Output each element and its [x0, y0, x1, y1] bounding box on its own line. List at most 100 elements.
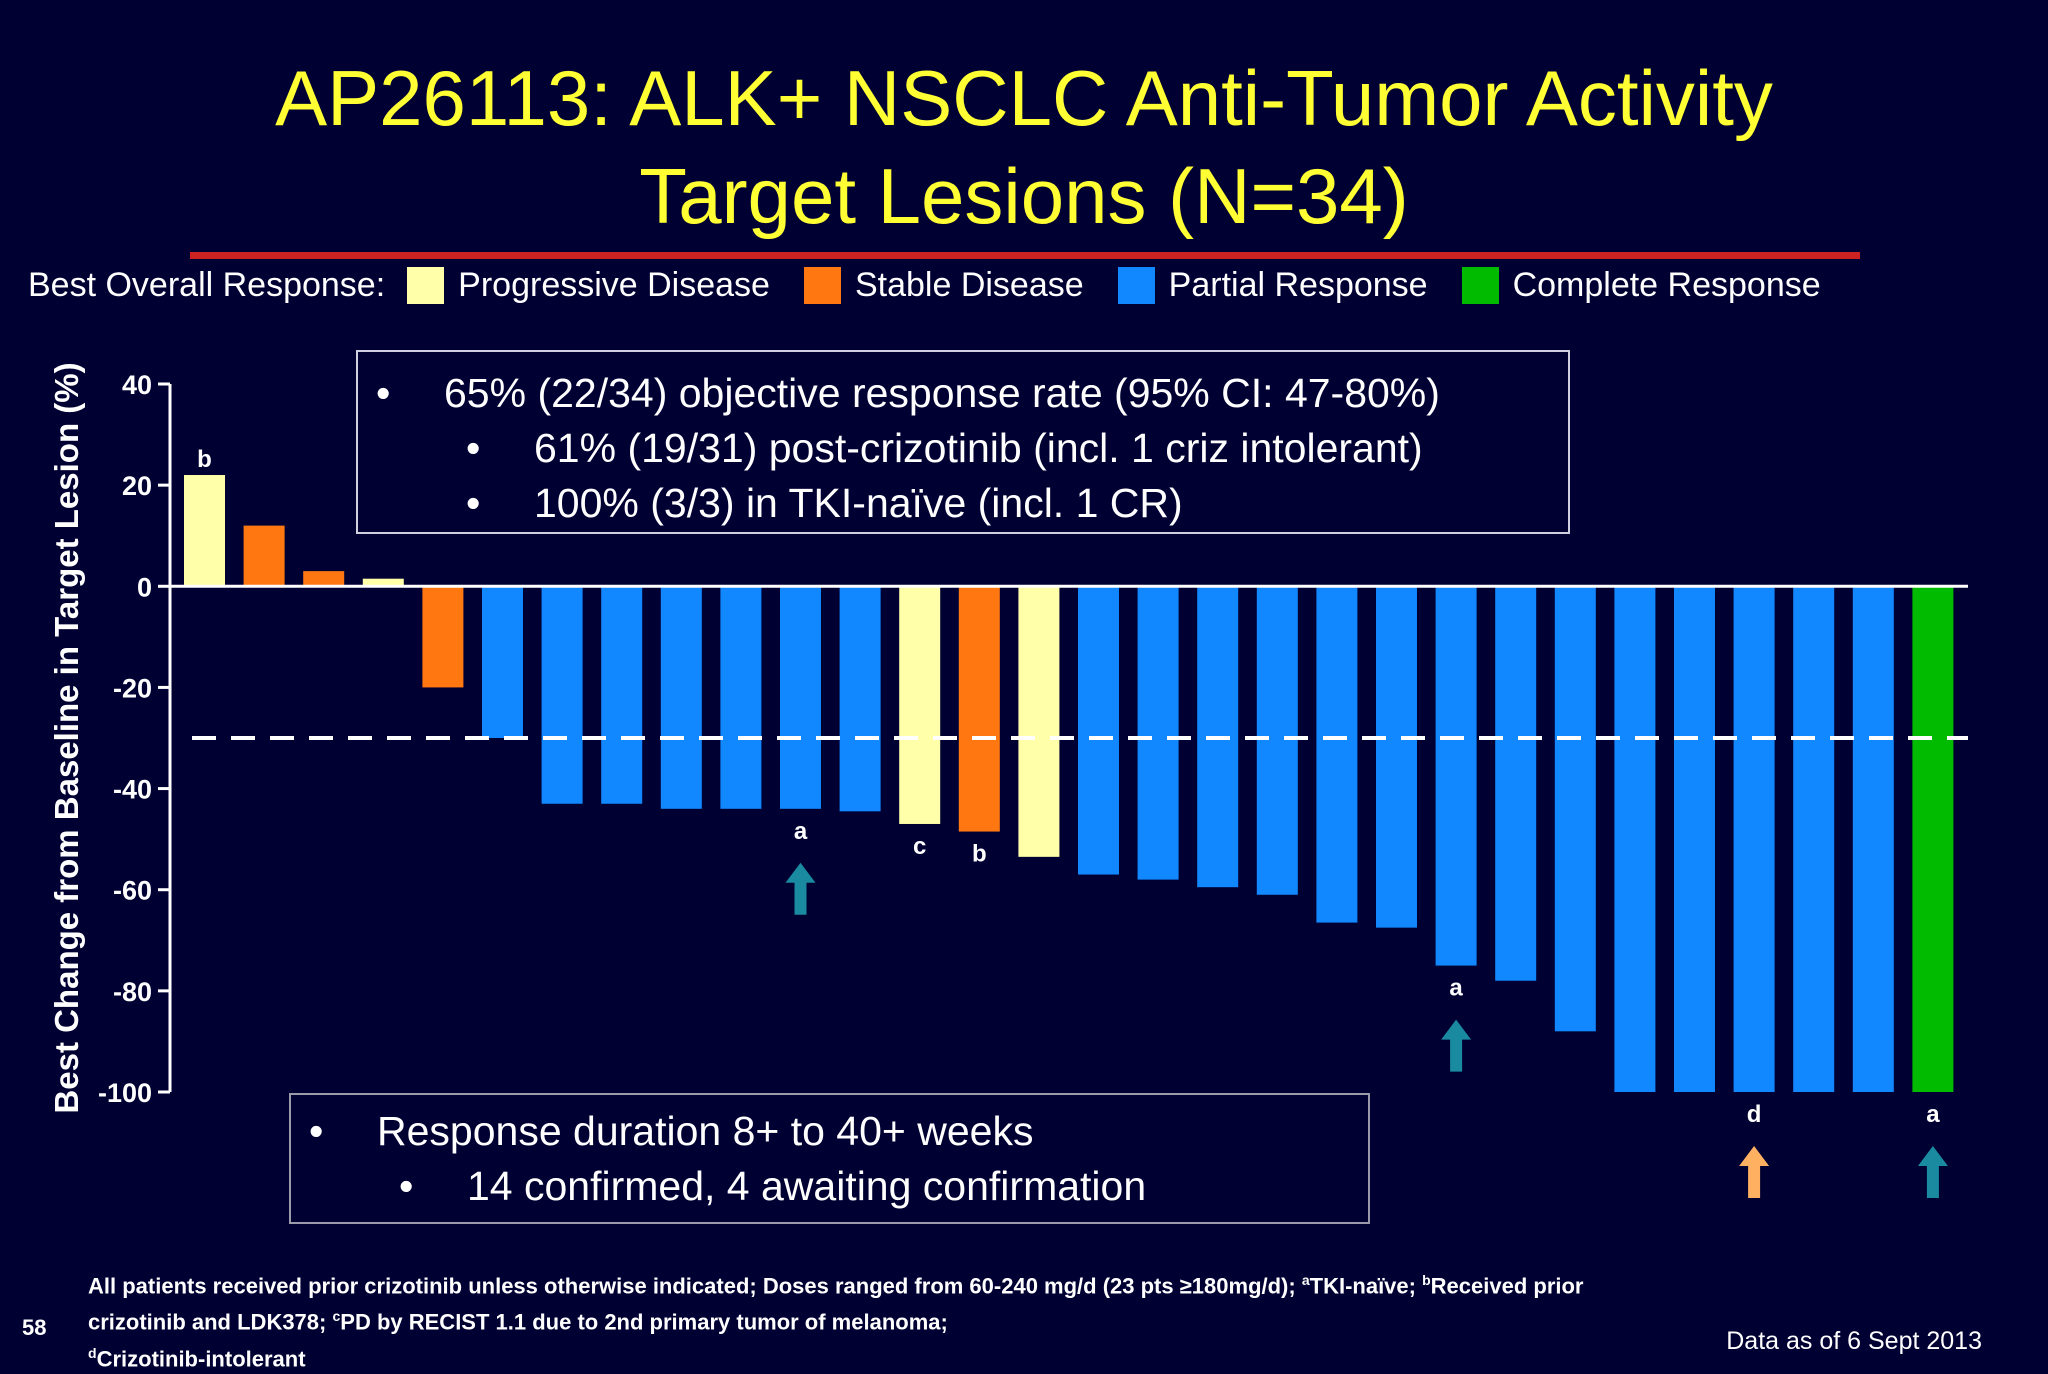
legend-item-stable: Stable Disease — [803, 266, 1084, 305]
footnote-line-2: crizotinib and LDK378; cPD by RECIST 1.1… — [88, 1301, 1584, 1337]
bar — [422, 586, 464, 688]
bar-annotation: c — [913, 833, 926, 860]
fn-text: PD by RECIST 1.1 due to 2nd primary tumo… — [340, 1309, 948, 1335]
bar-annotation: a — [1449, 975, 1463, 1002]
footnote: All patients received prior crizotinib u… — [88, 1265, 1584, 1374]
bar — [1018, 586, 1060, 857]
bar — [243, 525, 285, 587]
legend-swatch-partial — [1117, 267, 1155, 304]
fn-text: Received prior — [1430, 1273, 1584, 1299]
fn-sup: b — [1422, 1272, 1431, 1288]
legend-text-progressive: Progressive Disease — [458, 266, 770, 304]
bar — [1376, 586, 1417, 928]
fn-text: All patients received prior crizotinib u… — [88, 1273, 1302, 1299]
legend-swatch-complete — [1461, 267, 1499, 304]
bar — [482, 586, 523, 738]
y-axis-label: Best Change from Baseline in Target Lesi… — [48, 362, 85, 1113]
legend-item-partial: Partial Response — [1117, 266, 1428, 305]
box1-line-2: • 61% (19/31) post-crizotinib (incl. 1 c… — [466, 421, 1676, 476]
box2-text-2: 14 confirmed, 4 awaiting confirmation — [467, 1163, 1147, 1209]
legend-swatch-stable — [803, 267, 841, 304]
y-tick-label: -20 — [113, 673, 152, 703]
y-tick-label: 20 — [122, 471, 152, 501]
bar — [1435, 586, 1477, 966]
bar — [1614, 586, 1656, 1092]
bullet: • — [376, 370, 391, 416]
bar — [780, 586, 821, 809]
bullet: • — [309, 1108, 324, 1154]
bullet: • — [399, 1163, 414, 1209]
fn-sup: a — [1301, 1272, 1310, 1288]
legend-text-partial: Partial Response — [1168, 266, 1428, 304]
bar-annotation: b — [972, 841, 987, 868]
bar — [899, 586, 941, 824]
bar — [1078, 586, 1119, 875]
bar — [303, 571, 345, 587]
fn-sup: c — [332, 1308, 341, 1325]
bar — [1793, 586, 1835, 1092]
box1-text-1: 65% (22/34) objective response rate (95%… — [444, 370, 1440, 416]
bar — [660, 586, 702, 809]
arrow-up-orange-icon — [1739, 1146, 1770, 1198]
box1-text-3: 100% (3/3) in TKI-naïve (incl. 1 CR) — [534, 480, 1183, 526]
y-tick-label: -100 — [98, 1078, 152, 1108]
y-tick-label: -80 — [113, 977, 152, 1007]
page-number: 58 — [22, 1315, 47, 1340]
bar — [1912, 586, 1954, 1092]
bar — [720, 586, 762, 809]
bar — [1733, 586, 1775, 1092]
bar — [1554, 586, 1596, 1032]
title-line-1: AP26113: ALK+ NSCLC Anti-Tumor Activity — [275, 54, 1773, 142]
bar-annotation: d — [1747, 1101, 1762, 1128]
bullet: • — [466, 480, 481, 526]
arrow-up-teal-icon — [1917, 1146, 1948, 1198]
title-divider — [190, 252, 1860, 259]
fn-sup: d — [88, 1344, 97, 1361]
bar — [1495, 586, 1537, 981]
bar — [1674, 586, 1715, 1092]
bar — [601, 586, 643, 804]
bar — [541, 586, 583, 804]
footnote-line-3: dCrizotinib-intolerant — [88, 1338, 1584, 1374]
box2-line-2: • 14 confirmed, 4 awaiting confirmation — [399, 1159, 1476, 1214]
legend-item-progressive: Progressive Disease — [407, 266, 770, 305]
legend-swatch-progressive — [407, 267, 445, 304]
box1-line-1: • 65% (22/34) objective response rate (9… — [376, 366, 1586, 421]
y-tick-label: 40 — [122, 370, 152, 400]
bar — [839, 586, 881, 812]
footnote-line-1: All patients received prior crizotinib u… — [88, 1265, 1584, 1301]
fn-text: TKI-naïve; — [1309, 1273, 1423, 1299]
box2-text-1: Response duration 8+ to 40+ weeks — [377, 1108, 1034, 1154]
box1-line-3: • 100% (3/3) in TKI-naïve (incl. 1 CR) — [466, 476, 1676, 531]
response-duration-box: • Response duration 8+ to 40+ weeks • 14… — [289, 1093, 1370, 1224]
arrow-up-teal-icon — [785, 862, 816, 915]
bar — [958, 586, 1000, 832]
legend-label: Best Overall Response: — [28, 266, 386, 304]
legend-text-stable: Stable Disease — [854, 266, 1084, 304]
bar-annotation: b — [197, 446, 212, 473]
arrow-up-teal-icon — [1441, 1019, 1472, 1072]
data-as-of: Data as of 6 Sept 2013 — [1726, 1327, 1982, 1355]
fn-text: crizotinib and LDK378; — [88, 1309, 333, 1335]
bar — [362, 578, 404, 587]
response-rate-box: • 65% (22/34) objective response rate (9… — [356, 350, 1570, 534]
bar-annotation: a — [1926, 1101, 1940, 1128]
y-tick-label: -60 — [113, 876, 152, 906]
box1-text-2: 61% (19/31) post-crizotinib (incl. 1 cri… — [534, 425, 1423, 471]
box2-line-1: • Response duration 8+ to 40+ weeks — [309, 1104, 1386, 1159]
y-tick-label: -40 — [113, 775, 152, 805]
bar — [1316, 586, 1358, 923]
legend-text-complete: Complete Response — [1512, 266, 1821, 304]
title-line-2: Target Lesions (N=34) — [639, 152, 1409, 240]
legend: Best Overall Response: Progressive Disea… — [28, 266, 1855, 305]
fn-text: Crizotinib-intolerant — [96, 1345, 306, 1371]
bar — [1852, 586, 1894, 1092]
bar — [1137, 586, 1179, 880]
bar — [1256, 586, 1298, 895]
bar — [184, 475, 225, 587]
bar-annotation: a — [794, 818, 808, 845]
bullet: • — [466, 425, 481, 471]
legend-item-complete: Complete Response — [1461, 266, 1821, 305]
y-tick-label: 0 — [137, 572, 152, 602]
